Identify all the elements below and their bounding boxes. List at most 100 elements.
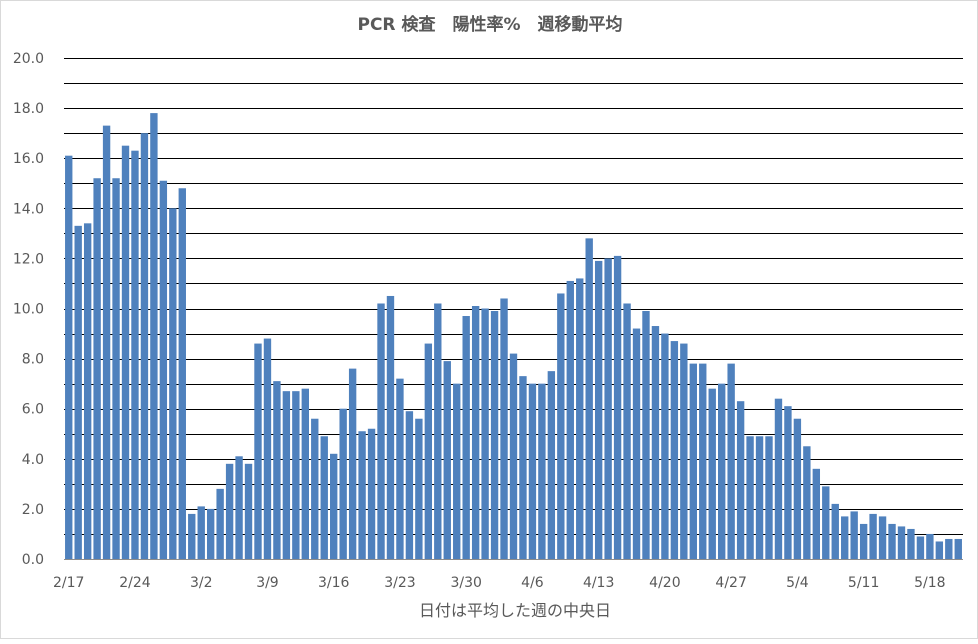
bar xyxy=(576,278,584,559)
y-axis: 0.0 2.0 4.0 6.0 8.0 10.0 12.0 14.0 16.0 18.0 20.0 xyxy=(13,51,44,568)
bar xyxy=(74,225,82,559)
bar xyxy=(112,178,120,560)
bar xyxy=(65,155,73,559)
bar xyxy=(651,326,660,559)
bar xyxy=(396,378,404,559)
y-tick-label: 4.0 xyxy=(22,452,44,468)
bar xyxy=(680,343,688,559)
bar xyxy=(916,536,925,559)
y-tick-label: 6.0 xyxy=(22,402,44,418)
bar xyxy=(746,436,754,559)
x-tick-label: 3/9 xyxy=(256,575,279,591)
bar xyxy=(131,150,139,559)
gridlines xyxy=(64,58,963,560)
bar xyxy=(159,180,168,559)
bar xyxy=(500,298,508,559)
bar xyxy=(850,511,858,559)
bar xyxy=(528,383,537,559)
y-tick-label: 18.0 xyxy=(13,101,44,117)
y-tick-label: 14.0 xyxy=(13,201,44,217)
bar xyxy=(481,308,489,559)
bar xyxy=(831,503,839,559)
bar xyxy=(471,306,480,559)
bar xyxy=(812,468,821,559)
x-tick-label: 2/24 xyxy=(119,575,151,591)
bar xyxy=(935,541,944,559)
bar xyxy=(557,293,565,559)
bar xyxy=(727,363,735,559)
bar xyxy=(140,133,149,559)
bar xyxy=(604,258,612,559)
bar xyxy=(320,436,328,559)
bar xyxy=(244,463,253,559)
x-axis-label: 日付は平均した週の中央日 xyxy=(419,601,611,620)
bar xyxy=(254,343,262,559)
bar xyxy=(585,238,593,560)
bar xyxy=(841,516,849,559)
chart-title: PCR 検査 陽性率% 週移動平均 xyxy=(358,14,623,35)
bar xyxy=(216,488,224,559)
bar xyxy=(774,398,783,559)
x-tick-label: 3/2 xyxy=(190,575,213,591)
bar xyxy=(311,418,319,559)
bar xyxy=(330,453,338,559)
bar xyxy=(150,113,158,560)
bar xyxy=(121,145,130,559)
y-tick-label: 0.0 xyxy=(22,552,44,568)
bar xyxy=(225,463,234,559)
bar xyxy=(954,538,962,559)
x-tick-label: 4/20 xyxy=(649,575,680,591)
bar xyxy=(339,408,347,559)
x-tick-label: 5/4 xyxy=(786,575,809,591)
bar xyxy=(538,383,546,559)
bar xyxy=(765,436,773,559)
y-tick-label: 16.0 xyxy=(13,151,44,167)
bar xyxy=(519,376,527,559)
x-tick-label: 5/18 xyxy=(914,575,945,591)
bar xyxy=(377,303,385,559)
bar xyxy=(263,338,272,559)
bar xyxy=(415,418,423,559)
bar xyxy=(83,223,92,559)
bar xyxy=(718,383,726,559)
bar-series xyxy=(65,113,962,560)
bar xyxy=(443,361,451,559)
bar xyxy=(547,371,556,560)
bar xyxy=(178,188,186,559)
x-tick-label: 4/13 xyxy=(583,575,614,591)
bar xyxy=(878,516,887,559)
bar xyxy=(235,456,243,559)
x-tick-label: 3/16 xyxy=(318,575,350,591)
x-tick-label: 4/6 xyxy=(521,575,544,591)
bar xyxy=(708,388,716,559)
bar xyxy=(699,363,707,559)
bar xyxy=(755,436,764,559)
bar xyxy=(301,388,309,559)
bar xyxy=(169,208,177,560)
bar xyxy=(907,528,915,559)
bar xyxy=(689,363,697,559)
bar xyxy=(509,353,518,559)
x-tick-label: 3/23 xyxy=(384,575,415,591)
y-tick-label: 8.0 xyxy=(22,352,44,368)
bar xyxy=(188,513,196,559)
bar xyxy=(358,431,366,559)
bar xyxy=(803,446,811,559)
bar xyxy=(661,333,669,559)
bar xyxy=(93,178,101,560)
bar xyxy=(405,411,414,559)
bar xyxy=(386,295,395,559)
y-tick-label: 12.0 xyxy=(13,251,44,267)
bar xyxy=(273,381,281,559)
bar xyxy=(566,280,574,559)
bar xyxy=(897,526,906,559)
bar xyxy=(102,125,111,559)
bar xyxy=(424,343,433,559)
bar xyxy=(348,368,357,559)
bar xyxy=(632,328,641,559)
bar xyxy=(462,316,470,559)
y-tick-label: 2.0 xyxy=(22,502,44,518)
bar xyxy=(453,383,461,559)
bar xyxy=(197,506,205,559)
